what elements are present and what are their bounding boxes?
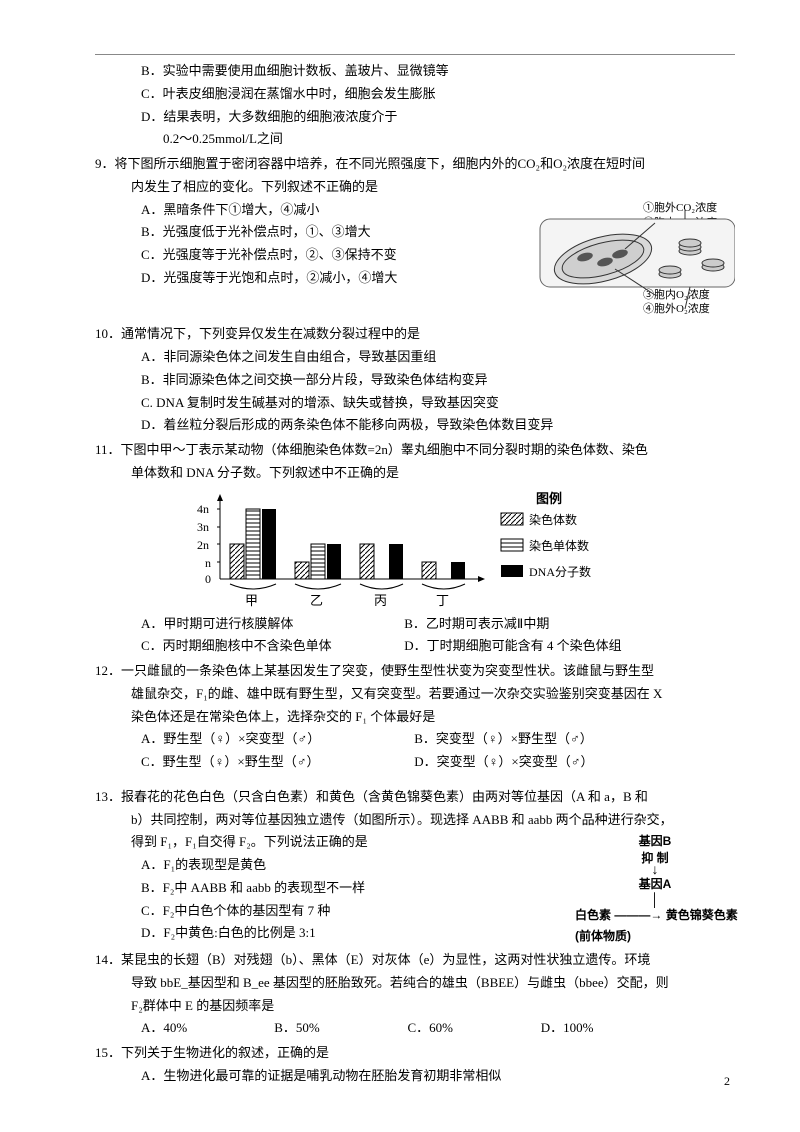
q11: 11．下图中甲～丁表示某动物（体细胞染色体数=2n）睾丸细胞中不同分裂时期的染色… — [95, 439, 735, 658]
q12-D: D．突变型（♀）×突变型（♂） — [414, 751, 593, 774]
cell-diagram-svg: ①胞外CO₂浓度 ②胞内CO₂浓度 ③胞内O₂浓度 ④胞外O₂浓度 — [535, 199, 735, 314]
svg-text:0: 0 — [205, 572, 211, 586]
q13-gene-diagram: 基因B 抑 制 ↓ 基因A │ 白色素 ———→ 黄色锦葵色素 (前体物质) — [575, 831, 735, 947]
q11-B: B．乙时期可表示减Ⅱ中期 — [404, 613, 549, 636]
q14-B: B．50% — [274, 1017, 404, 1040]
chart-legend-svg: 图例 染色体数 染色单体数 DNA分子数 — [496, 489, 626, 599]
q9: 9．将下图所示细胞置于密闭容器中培养，在不同光照强度下，细胞内外的CO₂和O₂浓… — [95, 153, 735, 321]
q8-D: D．结果表明，大多数细胞的细胞液浓度介于 — [95, 106, 735, 129]
fig-label-1: ①胞外CO₂浓度 — [643, 200, 717, 214]
q11-stem1: 11．下图中甲～丁表示某动物（体细胞染色体数=2n）睾丸细胞中不同分裂时期的染色… — [95, 439, 735, 462]
precursor-label: (前体物质) — [575, 926, 735, 947]
svg-text:4n: 4n — [197, 502, 209, 516]
q11-stem2: 单体数和 DNA 分子数。下列叙述中不正确的是 — [95, 462, 735, 485]
down-arrow-icon: ↓ — [575, 865, 735, 873]
q10: 10．通常情况下，下列变异仅发生在减数分裂过程中的是 A．非同源染色体之间发生自… — [95, 323, 735, 437]
q11-A: A．甲时期可进行核膜解体 — [141, 613, 401, 636]
svg-text:乙: 乙 — [310, 593, 323, 608]
geneB-label: 基因B — [575, 831, 735, 852]
q11-chart: 4n 3n 2n n 0 甲 乙 — [185, 489, 735, 609]
q11-D: D．丁时期细胞可能含有 4 个染色体组 — [404, 635, 621, 658]
svg-text:丙: 丙 — [374, 593, 387, 608]
q14-stem1: 14．某昆虫的长翅（B）对残翅（b）、黑体（E）对灰体（e）为显性，这两对性状独… — [95, 949, 735, 972]
q13-stem2: b）共同控制，两对等位基因独立遗传（如图所示）。现选择 AABB 和 aabb … — [95, 809, 735, 832]
svg-text:甲: 甲 — [245, 593, 258, 608]
yellow-pigment-label: 黄色锦葵色素 — [666, 908, 738, 922]
q9-figure: ①胞外CO₂浓度 ②胞内CO₂浓度 ③胞内O₂浓度 ④胞外O₂浓度 — [535, 199, 735, 322]
right-arrow-icon: ———→ — [614, 908, 665, 922]
q10-D: D．着丝粒分裂后形成的两条染色体不能移向两极，导致染色体数目变异 — [95, 414, 735, 437]
svg-text:染色体数: 染色体数 — [529, 512, 577, 527]
q12-C: C．野生型（♀）×野生型（♂） — [141, 751, 411, 774]
q10-A: A．非同源染色体之间发生自由组合，导致基因重组 — [95, 346, 735, 369]
q12: 12．一只雌鼠的一条染色体上某基因发生了突变，使野生型性状变为突变型性状。该雌鼠… — [95, 660, 735, 774]
svg-text:2n: 2n — [197, 538, 209, 552]
q12-A: A．野生型（♀）×突变型（♂） — [141, 728, 411, 751]
q12-B: B．突变型（♀）×野生型（♂） — [414, 728, 593, 751]
header-rule — [95, 54, 735, 55]
q9-stem1: 9．将下图所示细胞置于密闭容器中培养，在不同光照强度下，细胞内外的CO₂和O₂浓… — [95, 153, 735, 176]
q12-stem1: 12．一只雌鼠的一条染色体上某基因发生了突变，使野生型性状变为突变型性状。该雌鼠… — [95, 660, 735, 683]
q15-A: A．生物进化最可靠的证据是哺乳动物在胚胎发育初期非常相似 — [95, 1065, 735, 1088]
q14-row: A．40% B．50% C．60% D．100% — [95, 1017, 735, 1040]
q8-B: B．实验中需要使用血细胞计数板、盖玻片、显微镜等 — [95, 60, 735, 83]
bar-chart-svg: 4n 3n 2n n 0 甲 乙 — [185, 489, 485, 609]
q11-row1: A．甲时期可进行核膜解体 B．乙时期可表示减Ⅱ中期 — [95, 613, 735, 636]
exam-page: B．实验中需要使用血细胞计数板、盖玻片、显微镜等 C．叶表皮细胞浸润在蒸馏水中时… — [0, 0, 800, 1130]
svg-text:图例: 图例 — [536, 491, 562, 506]
q9-stem2: 内发生了相应的变化。下列叙述不正确的是 — [95, 176, 735, 199]
q14-D: D．100% — [541, 1017, 594, 1040]
q15: 15．下列关于生物进化的叙述，正确的是 A．生物进化最可靠的证据是哺乳动物在胚胎… — [95, 1042, 735, 1088]
fig-label-4: ④胞外O₂浓度 — [643, 301, 710, 314]
q13-stem1: 13．报春花的花色白色（只含白色素）和黄色（含黄色锦葵色素）由两对等位基因（A … — [95, 786, 735, 809]
svg-text:3n: 3n — [197, 520, 209, 534]
q14-stem2: 导致 bbE_基因型和 B_ee 基因型的胚胎致死。若纯合的雄虫（BBEE）与雌… — [95, 972, 735, 995]
q12-row2: C．野生型（♀）×野生型（♂） D．突变型（♀）×突变型（♂） — [95, 751, 735, 774]
q15-stem: 15．下列关于生物进化的叙述，正确的是 — [95, 1042, 735, 1065]
q11-row2: C．丙时期细胞核中不含染色单体 D．丁时期细胞可能含有 4 个染色体组 — [95, 635, 735, 658]
q10-C: C. DNA 复制时发生碱基对的增添、缺失或替换，导致基因突变 — [95, 392, 735, 415]
q14-A: A．40% — [141, 1017, 271, 1040]
q14-C: C．60% — [408, 1017, 538, 1040]
q12-stem3: 染色体还是在常染色体上，选择杂交的 F₁ 个体最好是 — [95, 706, 735, 729]
page-number: 2 — [724, 1071, 730, 1092]
q13: 13．报春花的花色白色（只含白色素）和黄色（含黄色锦葵色素）由两对等位基因（A … — [95, 786, 735, 947]
q12-row1: A．野生型（♀）×突变型（♂） B．突变型（♀）×野生型（♂） — [95, 728, 735, 751]
q11-C: C．丙时期细胞核中不含染色单体 — [141, 635, 401, 658]
svg-text:DNA分子数: DNA分子数 — [529, 564, 591, 579]
q8-options: B．实验中需要使用血细胞计数板、盖玻片、显微镜等 C．叶表皮细胞浸润在蒸馏水中时… — [95, 60, 735, 151]
q14-stem3: F₂群体中 E 的基因频率是 — [95, 995, 735, 1018]
q10-B: B．非同源染色体之间交换一部分片段，导致染色体结构变异 — [95, 369, 735, 392]
q12-stem2: 雄鼠杂交，F₁的雌、雄中既有野生型，又有突变型。若要通过一次杂交实验鉴别突变基因… — [95, 683, 735, 706]
svg-text:丁: 丁 — [436, 593, 449, 608]
vertical-line-icon: │ — [575, 895, 735, 905]
svg-text:n: n — [205, 556, 211, 570]
q10-stem: 10．通常情况下，下列变异仅发生在减数分裂过程中的是 — [95, 323, 735, 346]
q8-D2: 0.2～0.25mmol/L之间 — [95, 128, 735, 151]
white-pigment-label: 白色素 — [575, 908, 611, 922]
q14: 14．某昆虫的长翅（B）对残翅（b）、黑体（E）对灰体（e）为显性，这两对性状独… — [95, 949, 735, 1040]
q8-C: C．叶表皮细胞浸润在蒸馏水中时，细胞会发生膨胀 — [95, 83, 735, 106]
svg-text:染色单体数: 染色单体数 — [529, 538, 589, 553]
